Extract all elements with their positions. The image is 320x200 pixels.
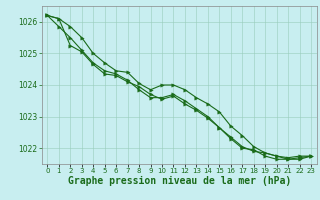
X-axis label: Graphe pression niveau de la mer (hPa): Graphe pression niveau de la mer (hPa) [68,176,291,186]
